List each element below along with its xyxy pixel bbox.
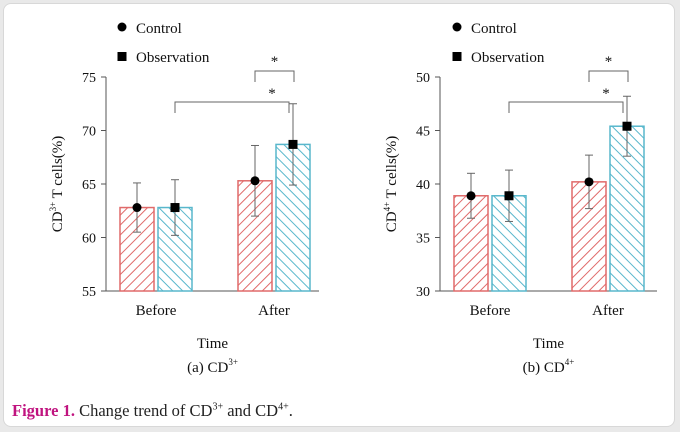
x-tick-label: After [258,303,290,319]
x-tick-label: Before [470,303,511,319]
y-axis-label: CD3+ T cells(%) [48,136,66,233]
y-tick-label: 75 [82,71,96,86]
y-tick-label: 50 [416,71,430,86]
significance-star: * [605,54,613,70]
marker-observation [504,191,514,201]
caption-text-mid: and CD [223,401,279,420]
legend-label-control: Control [136,21,182,37]
marker-observation [622,121,632,131]
y-axis-label-base: CD [50,211,66,232]
x-axis-label: Time [533,336,564,352]
marker-control [132,203,142,213]
marker-observation [288,139,298,149]
caption-text-pre: Change trend of CD [74,401,213,420]
y-tick-label: 45 [416,125,430,140]
y-tick-label: 70 [82,125,96,140]
legend-label-observation: Observation [471,50,545,66]
significance-bracket-before-after [174,101,290,113]
figure-caption: Figure 1. Change trend of CD3+ and CD4+. [12,401,293,421]
legend-label-observation: Observation [136,50,210,66]
caption-text-end: . [288,401,293,420]
caption-label: Figure 1. [12,401,75,420]
x-axis-label: Time [197,336,228,352]
y-axis-label-rest: T cells(%) [384,136,400,202]
caption-sup-2: 4+ [278,401,289,413]
marker-observation [170,203,180,213]
significance-bracket-control-observation [588,70,629,82]
y-tick-label: 30 [416,285,430,300]
x-tick-label: After [592,303,624,319]
marker-control [250,176,260,186]
y-axis-label-sup: 4+ [382,202,392,212]
legend-marker-observation [117,52,127,61]
marker-control [466,191,476,201]
y-tick-label: 35 [416,232,430,247]
y-tick-label: 40 [416,178,430,193]
x-tick-label: Before [136,303,177,319]
y-axis-label-rest: T cells(%) [50,136,66,202]
y-axis-label: CD4+ T cells(%) [382,136,400,233]
caption-sup-1: 3+ [212,401,224,413]
chart-subtitle: (b) CD4+ [523,357,575,376]
chart-subtitle-sup: 4+ [565,357,575,367]
significance-star: * [602,86,610,102]
legend: Control Observation [117,21,210,66]
significance-bracket-before-after [508,101,624,113]
legend-marker-observation [452,52,462,61]
significance-star: * [271,54,279,70]
y-axis-label-base: CD [384,211,400,232]
legend-label-control: Control [471,21,517,37]
y-axis-label-sup: 3+ [48,202,58,212]
y-tick-label: 65 [82,178,96,193]
legend: Control Observation [452,21,545,66]
chart-subtitle-sup: 3+ [228,357,238,367]
significance-bracket-control-observation [254,70,295,82]
y-tick-label: 60 [82,232,96,247]
legend-marker-control [452,22,462,32]
figure-frame: 55 60 65 70 75 CD3+ T cells(%) Before After * * Co… [3,3,675,427]
legend-marker-control [117,22,127,32]
chart-subtitle-text: (a) CD [187,360,228,376]
marker-control [584,177,594,187]
significance-star: * [268,86,276,102]
y-tick-label: 55 [82,285,96,300]
chart-subtitle-text: (b) CD [523,360,565,376]
chart-subtitle: (a) CD3+ [187,357,238,376]
